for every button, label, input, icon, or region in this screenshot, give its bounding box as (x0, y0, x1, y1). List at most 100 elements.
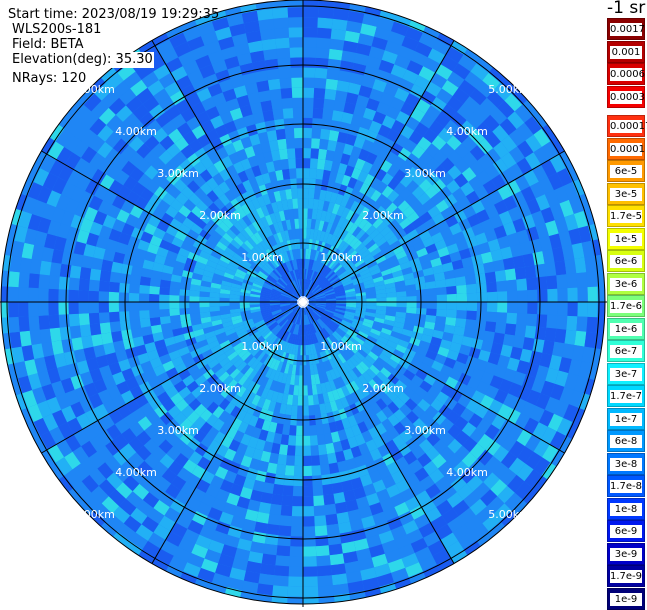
ppi-cell (60, 377, 75, 394)
ppi-cell (318, 252, 325, 263)
ppi-cell (263, 355, 272, 366)
ppi-cell (155, 39, 174, 56)
ppi-cell (131, 227, 144, 240)
ppi-cell (433, 150, 448, 165)
ppi-cell (186, 116, 201, 131)
ppi-cell (261, 286, 272, 292)
ppi-cell (355, 94, 370, 108)
ppi-cell (516, 429, 533, 447)
ppi-cell (37, 400, 52, 418)
ppi-cell (477, 154, 493, 171)
ppi-cell (190, 318, 202, 326)
ppi-cell (432, 212, 446, 225)
ppi-cell (263, 315, 274, 322)
ppi-cell (229, 225, 241, 236)
colorbar-swatch: 0.0006 (607, 63, 645, 85)
ppi-cell (382, 115, 396, 129)
ppi-cell (232, 139, 245, 153)
ppi-cell (296, 334, 300, 345)
ppi-cell (453, 127, 469, 144)
ppi-cell (279, 277, 288, 286)
ppi-cell (314, 525, 328, 537)
ppi-cell (306, 365, 311, 376)
ppi-cell (129, 167, 145, 182)
ppi-cell (282, 424, 291, 436)
ppi-cell (250, 293, 261, 298)
ppi-cell (310, 312, 317, 322)
ppi-cell (353, 136, 366, 149)
ppi-cell (97, 200, 112, 215)
ppi-cell (340, 218, 350, 230)
ppi-cell (310, 270, 315, 281)
ppi-cell (316, 262, 323, 273)
ppi-cell (364, 186, 376, 199)
ppi-cell (522, 487, 538, 505)
ppi-cell (315, 304, 326, 308)
ppi-cell (437, 127, 454, 143)
ppi-cell (411, 405, 425, 418)
ppi-cell (264, 214, 274, 226)
colorbar-label: 6e-9 (610, 525, 642, 538)
ppi-cell (194, 261, 207, 270)
ppi-cell (375, 410, 388, 423)
ppi-cell (293, 313, 299, 324)
ppi-cell (162, 360, 175, 372)
ppi-cell (233, 321, 244, 329)
ppi-cell (347, 155, 359, 168)
ppi-cell (343, 489, 356, 502)
ppi-cell (267, 513, 281, 526)
ppi-cell (277, 138, 287, 150)
ppi-cell (273, 359, 281, 371)
ppi-cell (313, 309, 323, 316)
ppi-cell (287, 7, 303, 18)
ppi-cell (76, 413, 92, 430)
ppi-cell (291, 506, 303, 517)
ppi-cell (355, 288, 366, 294)
ppi-cell (312, 271, 319, 282)
ppi-cell (568, 228, 582, 245)
ppi-cell (180, 505, 197, 520)
ppi-cell (187, 153, 201, 167)
ppi-cell (471, 368, 485, 381)
ppi-cell (442, 331, 454, 342)
ppi-cell (211, 572, 230, 587)
ppi-cell (248, 344, 259, 354)
ppi-cell (179, 431, 194, 446)
ppi-cell (426, 418, 440, 433)
ppi-cell (415, 98, 431, 114)
ppi-cell (185, 257, 197, 267)
ppi-cell (290, 302, 300, 304)
ppi-cell (49, 426, 65, 445)
ppi-cell (294, 137, 303, 149)
ppi-cell (203, 516, 219, 531)
ppi-cell (433, 425, 448, 440)
ppi-cell (360, 324, 372, 332)
ppi-cell (456, 483, 474, 500)
ppi-cell (283, 475, 294, 486)
ppi-cell (228, 335, 240, 344)
ppi-cell (413, 241, 426, 252)
ppi-cell (146, 468, 162, 485)
ppi-cell (305, 303, 314, 311)
ppi-cell (489, 214, 504, 229)
ppi-cell (365, 286, 376, 293)
ppi-cell (446, 302, 458, 311)
ppi-cell (179, 295, 190, 302)
ppi-cell (341, 277, 352, 285)
ppi-cell (232, 318, 243, 325)
ppi-cell (241, 282, 253, 289)
ppi-cell (506, 179, 521, 196)
ppi-cell (427, 367, 441, 379)
ppi-cell (209, 297, 220, 302)
ppi-cell (550, 449, 565, 467)
ppi-cell (331, 573, 348, 586)
ppi-cell (535, 393, 551, 410)
azimuth-line (302, 40, 455, 303)
ppi-cell (404, 398, 418, 411)
ppi-cell (366, 294, 377, 299)
ppi-cell (73, 157, 90, 175)
ppi-cell (331, 110, 344, 122)
ppi-cell (351, 321, 363, 328)
ppi-cell (381, 539, 398, 554)
ppi-cell (285, 332, 292, 343)
